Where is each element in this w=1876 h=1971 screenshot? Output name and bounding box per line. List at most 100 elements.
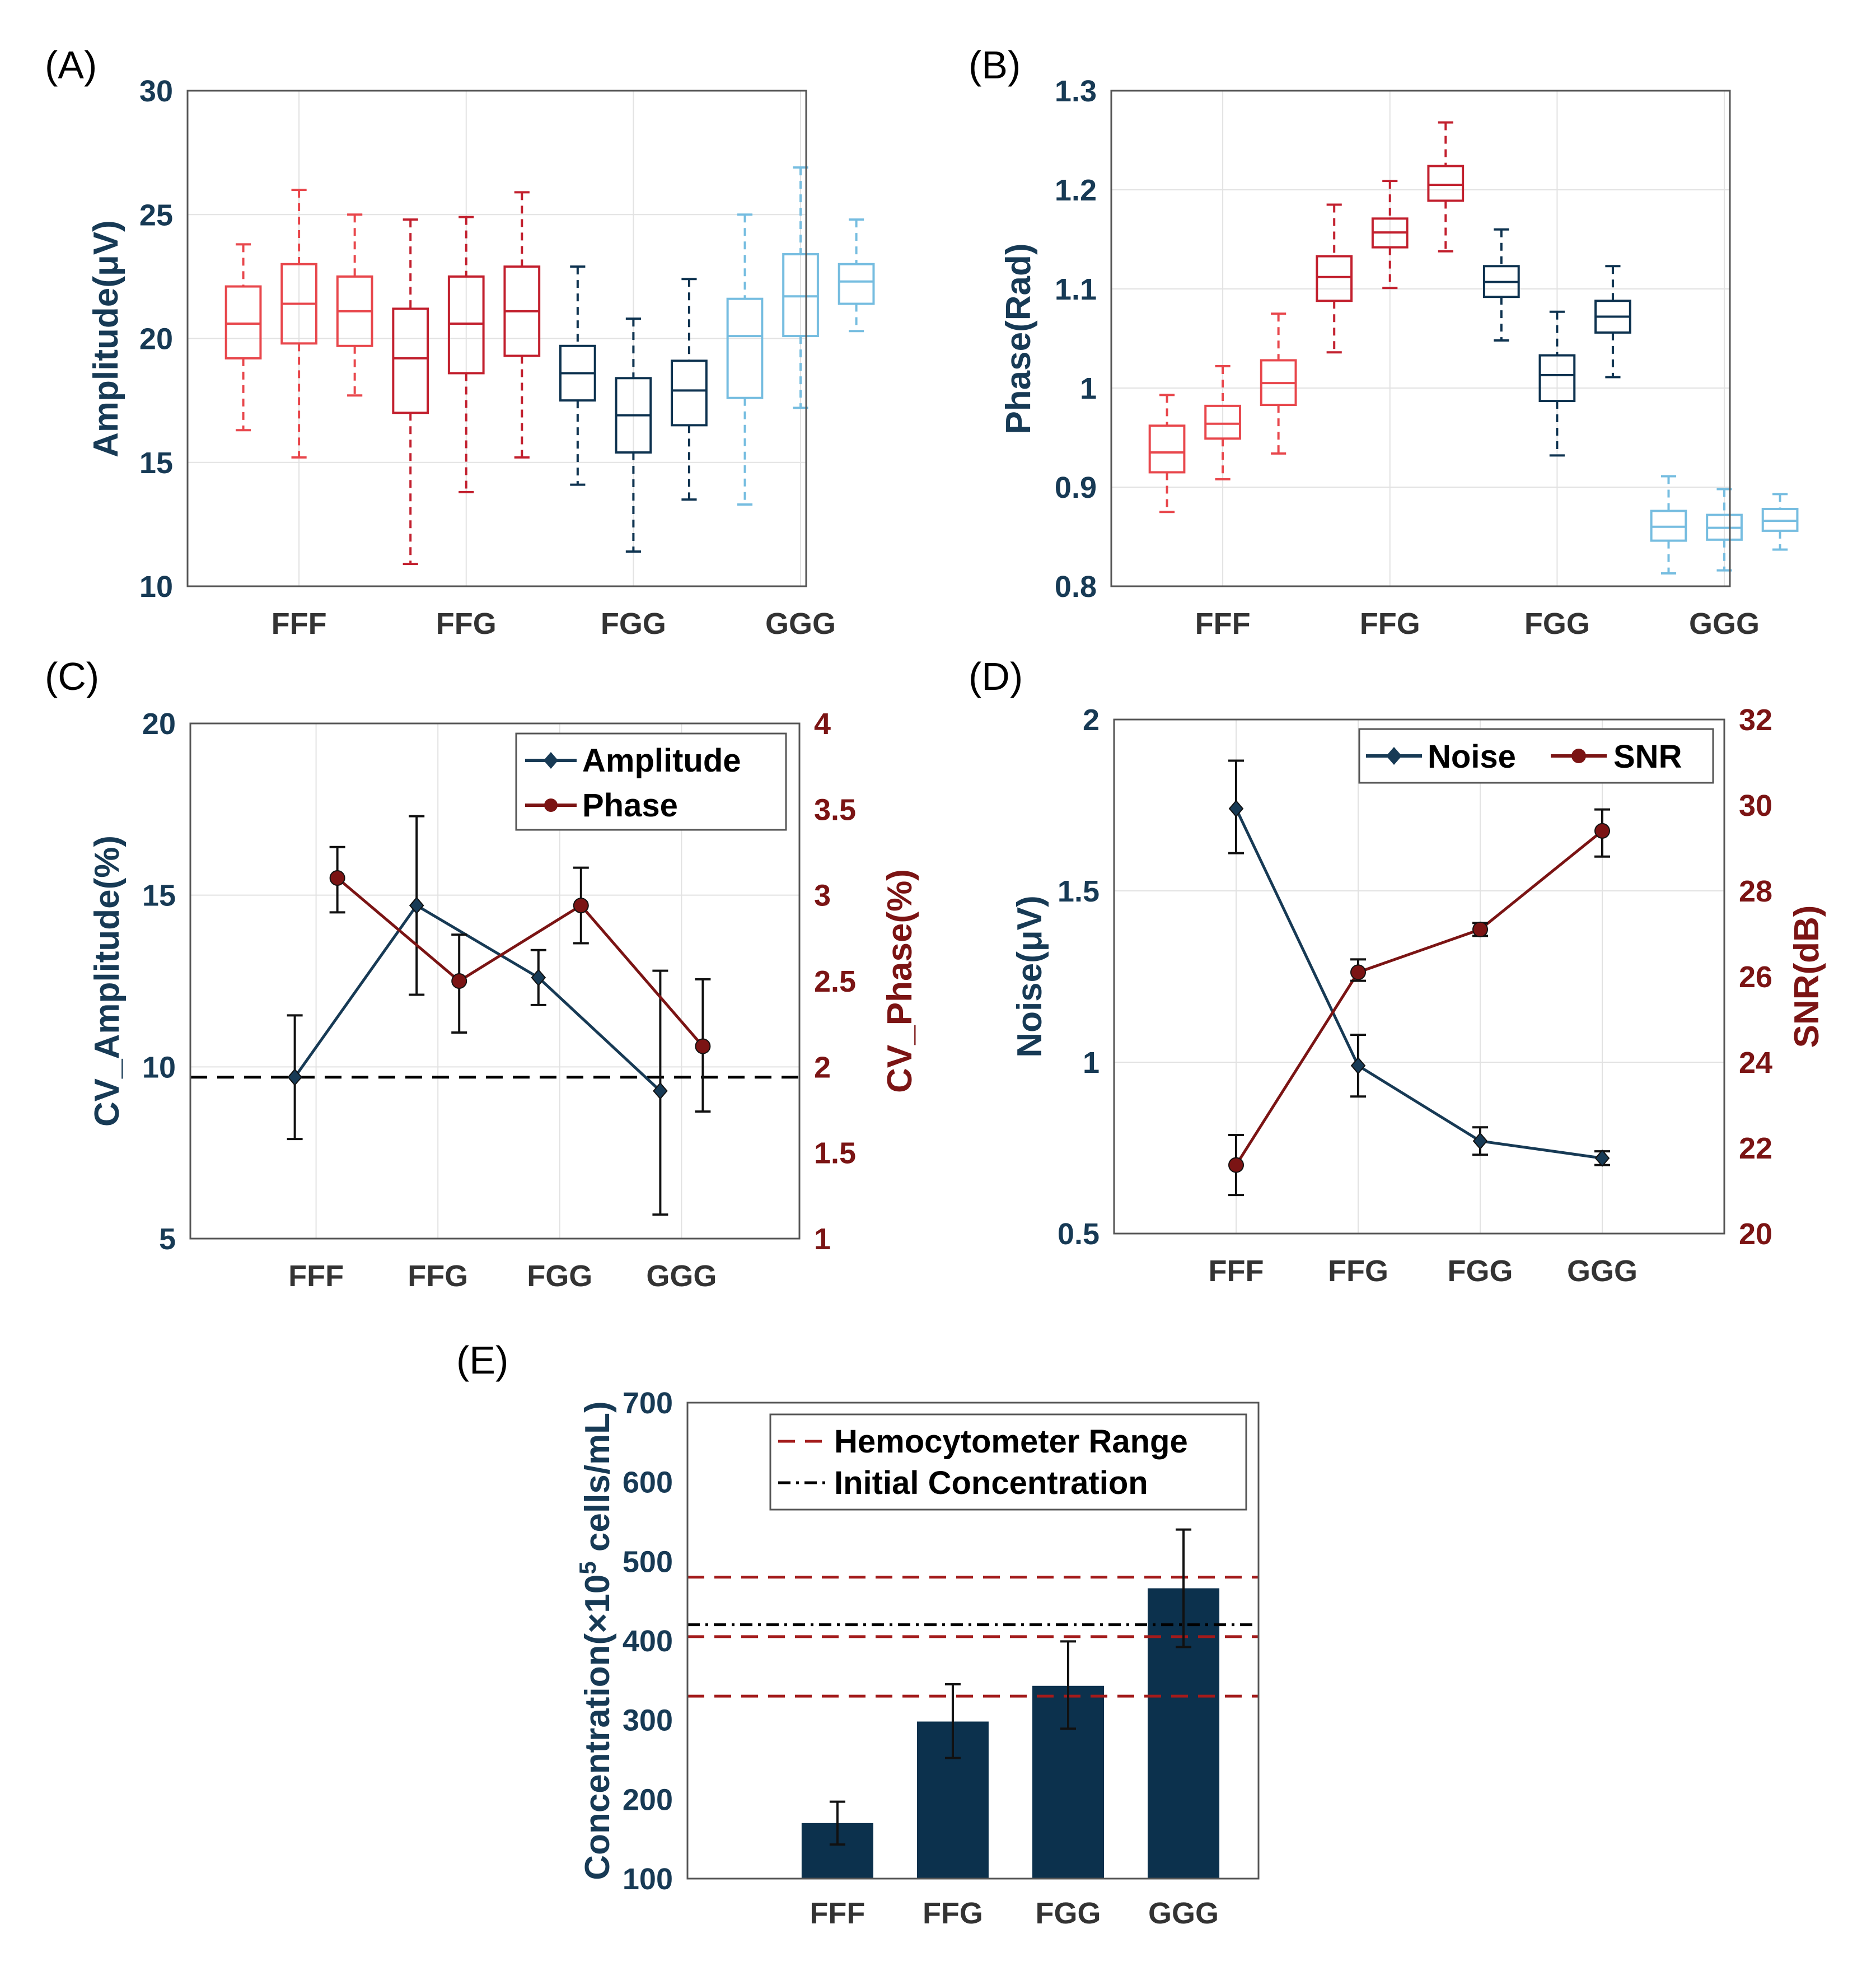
- x-tick-label: FGG: [1448, 1254, 1513, 1288]
- box-ffg: [1427, 121, 1465, 253]
- y-tick-label-right: 28: [1739, 875, 1772, 908]
- legend-phase-label: Phase: [582, 787, 678, 824]
- y-tick-label: 10: [142, 1050, 176, 1084]
- y-tick-label-right: 22: [1739, 1132, 1772, 1165]
- y-tick-label: 5: [159, 1222, 176, 1256]
- panel-d-y-label: Noise(μV): [1010, 895, 1049, 1057]
- y-tick-label: 1.3: [1055, 74, 1097, 108]
- y-tick-label-right: 1: [814, 1222, 831, 1256]
- data-point-phase: [573, 898, 589, 914]
- panel-e-y-label: Concentration(×105 cells/mL): [574, 1401, 617, 1880]
- box-ffg: [503, 191, 541, 459]
- panel-a-y-ticks: 10 15 20 25 30: [139, 74, 173, 604]
- y-tick-label: 400: [623, 1624, 673, 1658]
- panel-a-marks: [224, 166, 875, 566]
- panel-d-x-ticks: FFF FFG FGG GGG: [1209, 1254, 1638, 1288]
- box-fff: [280, 189, 317, 459]
- panel-a-frame: [186, 90, 807, 587]
- panel-b-y-ticks: 0.8 0.9 1 1.1 1.2 1.3: [1055, 74, 1097, 604]
- x-tick-label: FFF: [1195, 607, 1251, 641]
- box-fff: [1148, 394, 1186, 513]
- box-iqr: [1427, 165, 1465, 202]
- box-iqr: [782, 253, 819, 338]
- y-tick-label: 200: [623, 1783, 673, 1816]
- series-noise: [1228, 759, 1610, 1167]
- x-tick-label: FFG: [1328, 1254, 1388, 1288]
- data-point-snr: [1594, 823, 1610, 839]
- box-iqr: [1148, 424, 1186, 474]
- y-tick-label-right: 4: [814, 707, 831, 741]
- panel-c-y-label: CV_Amplitude(%): [88, 835, 127, 1127]
- x-tick-label: GGG: [1148, 1897, 1219, 1930]
- panel-c-y-ticks: 5 10 15 20: [142, 707, 176, 1256]
- box-iqr: [838, 263, 875, 305]
- x-tick-label: GGG: [1567, 1254, 1638, 1288]
- panel-d-y-label-right: SNR(dB): [1788, 905, 1826, 1048]
- panel-c-y-ticks-right: 1 1.5 2 2.5 3 3.5 4: [814, 707, 856, 1256]
- legend-noise-label: Noise: [1428, 739, 1516, 775]
- panel-b-frame: [1110, 90, 1731, 587]
- y-tick-label: 100: [623, 1862, 673, 1896]
- x-tick-label: GGG: [646, 1259, 717, 1293]
- y-tick-label-right: 3: [814, 879, 831, 913]
- panel-e-marks: [801, 1588, 1220, 1879]
- series-amplitude: [287, 815, 668, 1216]
- data-point-amplitude: [287, 1068, 302, 1086]
- panel-label-a: (A): [45, 43, 97, 87]
- data-point-amplitude: [531, 969, 546, 987]
- y-tick-label: 20: [142, 707, 176, 741]
- data-point-phase: [451, 973, 467, 989]
- panel-d-frame: [1113, 718, 1725, 1235]
- panel-label-e: (E): [456, 1338, 508, 1382]
- y-tick-label: 2: [1083, 703, 1100, 737]
- box-iqr: [726, 297, 764, 399]
- x-tick-label: FFG: [1360, 607, 1420, 641]
- panel-a-grid: [188, 90, 806, 587]
- panel-e-x-ticks: FFF FFG FGG GGG: [810, 1897, 1219, 1930]
- box-iqr: [671, 359, 708, 427]
- panel-d-grid: [1114, 719, 1724, 1234]
- panel-d-marks: [1228, 759, 1610, 1197]
- x-tick-label: FFF: [1209, 1254, 1264, 1288]
- panel-c-legend: Amplitude Phase: [515, 732, 787, 831]
- box-ggg: [1761, 493, 1799, 551]
- box-ggg: [838, 218, 875, 333]
- x-tick-label: FFF: [288, 1259, 344, 1293]
- y-tick-label: 1.5: [1058, 875, 1100, 908]
- x-tick-label: FGG: [527, 1259, 592, 1293]
- series-line-noise: [1234, 808, 1603, 1160]
- y-tick-label: 30: [139, 74, 173, 108]
- box-fff: [336, 213, 373, 397]
- box-ffg: [1316, 203, 1353, 354]
- box-ffg: [1371, 180, 1409, 289]
- data-point-snr: [1228, 1157, 1244, 1173]
- panel-d-legend: Noise SNR: [1358, 728, 1714, 784]
- box-iqr: [392, 307, 429, 414]
- box-iqr: [1204, 404, 1241, 440]
- panel-a-x-ticks: FFF FFG FGG GGG: [272, 607, 836, 641]
- panel-c-marks: [287, 815, 711, 1216]
- y-tick-label-right: 1.5: [814, 1137, 856, 1170]
- y-tick-label-right: 2: [814, 1050, 831, 1084]
- box-fgg: [671, 278, 708, 501]
- box-fgg: [559, 265, 596, 486]
- x-tick-label: FFF: [272, 607, 327, 641]
- panel-a: (A) 10 15 20 25 30 FFF FFG FGG GGG Amplitude(μV…: [45, 43, 875, 641]
- panel-e: (E) 100 200 300 400 500 600 700 FFF FFG FGG GGG C…: [456, 1338, 1260, 1930]
- x-tick-label: FGG: [601, 607, 666, 641]
- legend-snr-label: SNR: [1613, 739, 1682, 775]
- data-point-noise: [1350, 1057, 1366, 1075]
- y-tick-label: 1: [1080, 372, 1097, 405]
- legend-amplitude-label: Amplitude: [582, 742, 741, 779]
- panel-c-x-ticks: FFF FFG FGG GGG: [288, 1259, 717, 1293]
- x-tick-label: FFF: [810, 1897, 865, 1930]
- data-point-snr: [1350, 964, 1366, 980]
- series-line-phase: [336, 877, 704, 1048]
- data-point-noise: [1472, 1132, 1488, 1150]
- panel-e-legend: Hemocytometer Range Initial Concentratio…: [769, 1413, 1247, 1511]
- panel-d-y-ticks: 0.5 1 1.5 2: [1058, 703, 1100, 1251]
- panel-a-y-label: Amplitude(μV): [87, 220, 125, 457]
- legend-hemocytometer-label: Hemocytometer Range: [834, 1423, 1188, 1460]
- series-phase: [329, 846, 711, 1113]
- panel-b-x-ticks: FFF FFG FGG GGG: [1195, 607, 1760, 641]
